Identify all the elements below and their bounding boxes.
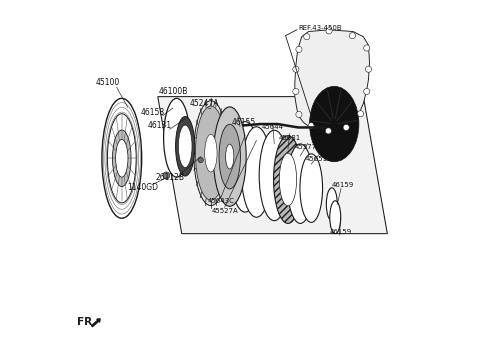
Circle shape (296, 46, 302, 52)
Text: 45527A: 45527A (211, 208, 238, 214)
Circle shape (308, 123, 314, 129)
Circle shape (325, 128, 332, 134)
Text: 46155: 46155 (231, 118, 255, 127)
Text: 45644: 45644 (262, 125, 284, 130)
Text: FR: FR (77, 317, 92, 327)
Polygon shape (158, 97, 387, 234)
Text: REF.43-450B: REF.43-450B (298, 25, 342, 31)
Text: 46158: 46158 (141, 108, 165, 117)
Text: 45651B: 45651B (305, 156, 332, 162)
Circle shape (293, 88, 299, 95)
Text: 46159: 46159 (332, 182, 354, 188)
Ellipse shape (179, 125, 192, 168)
Ellipse shape (219, 124, 240, 189)
Ellipse shape (230, 122, 260, 212)
FancyArrow shape (92, 319, 100, 327)
Ellipse shape (204, 134, 217, 172)
Ellipse shape (279, 153, 297, 206)
Circle shape (365, 66, 372, 72)
Text: 46159: 46159 (330, 229, 352, 235)
Circle shape (349, 33, 356, 39)
Ellipse shape (288, 144, 313, 223)
Ellipse shape (241, 127, 272, 217)
Text: 46131: 46131 (147, 121, 171, 130)
Ellipse shape (274, 136, 302, 223)
Ellipse shape (259, 130, 289, 221)
Circle shape (343, 125, 349, 130)
Ellipse shape (310, 86, 359, 162)
Ellipse shape (176, 117, 195, 176)
Ellipse shape (226, 144, 234, 169)
Text: 45577A: 45577A (294, 144, 321, 150)
Ellipse shape (112, 130, 131, 186)
Ellipse shape (164, 98, 190, 177)
Circle shape (304, 34, 310, 40)
Text: 45643C: 45643C (208, 198, 235, 204)
Text: 1140GD: 1140GD (127, 183, 158, 192)
Polygon shape (295, 30, 370, 131)
Text: 46100B: 46100B (158, 87, 188, 96)
Ellipse shape (116, 139, 128, 177)
Ellipse shape (195, 106, 226, 200)
Ellipse shape (213, 107, 246, 206)
Ellipse shape (326, 188, 337, 221)
Circle shape (364, 88, 370, 95)
Circle shape (293, 66, 299, 72)
Circle shape (198, 157, 204, 163)
Text: 26112B: 26112B (155, 173, 184, 182)
Ellipse shape (102, 98, 142, 218)
Text: 45247A: 45247A (189, 99, 219, 108)
Text: 45681: 45681 (278, 135, 301, 141)
Circle shape (296, 111, 302, 118)
Circle shape (326, 28, 332, 34)
Circle shape (358, 111, 364, 117)
Ellipse shape (300, 154, 323, 222)
Circle shape (364, 45, 370, 51)
Ellipse shape (194, 101, 228, 206)
Text: 45100: 45100 (96, 78, 120, 87)
Ellipse shape (330, 201, 341, 234)
Circle shape (163, 172, 170, 179)
